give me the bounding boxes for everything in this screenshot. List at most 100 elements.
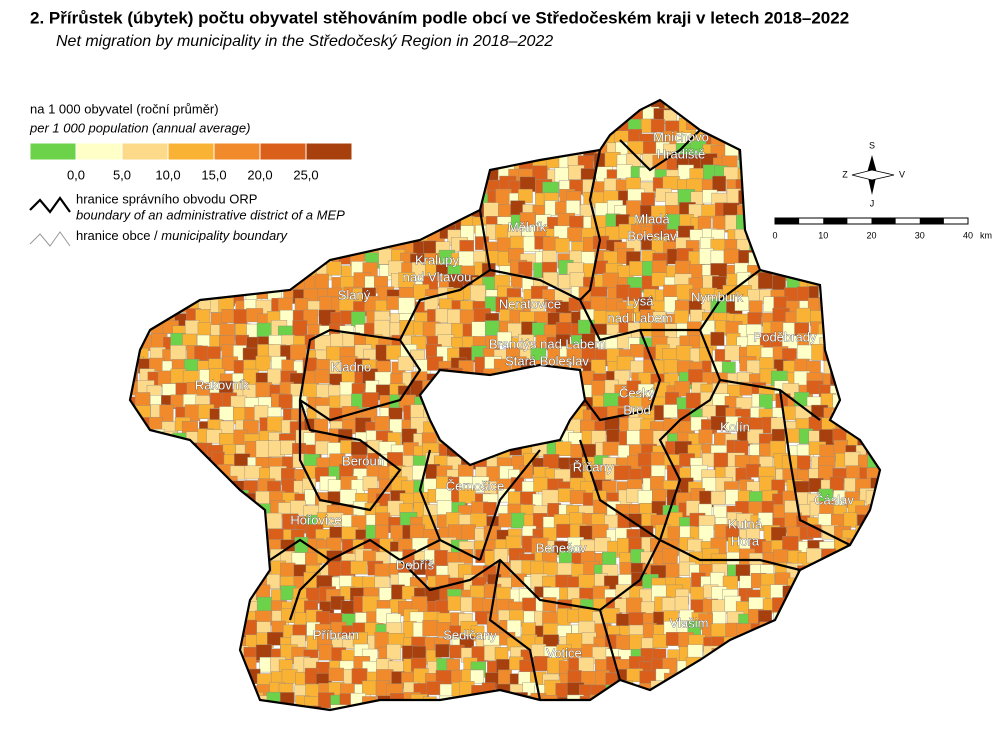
municipality: [278, 190, 294, 205]
municipality: [758, 708, 774, 710]
municipality: [847, 637, 864, 655]
district-label: nad Vltavou: [403, 269, 472, 284]
municipality: [819, 274, 836, 289]
municipality: [205, 695, 221, 710]
municipality: [519, 100, 538, 114]
municipality: [366, 193, 381, 209]
municipality: [242, 502, 259, 519]
municipality: [206, 709, 225, 710]
municipality: [820, 572, 836, 589]
municipality: [567, 128, 583, 144]
municipality: [328, 100, 342, 111]
legend: na 1 000 obyvatel (roční průměr) per 1 0…: [29, 101, 353, 247]
municipality: [290, 129, 307, 144]
municipality: [172, 440, 187, 455]
municipality: [881, 696, 897, 712]
municipality: [884, 228, 898, 245]
municipality: [569, 704, 583, 710]
municipality: [379, 169, 393, 187]
municipality: [461, 105, 479, 121]
municipality: [448, 382, 463, 399]
municipality: [171, 661, 187, 677]
municipality: [723, 166, 739, 182]
municipality: [386, 644, 402, 661]
municipality: [184, 549, 200, 566]
municipality: [473, 116, 492, 134]
municipality: [578, 118, 594, 133]
municipality: [809, 601, 826, 617]
municipality: [869, 108, 880, 126]
municipality: [583, 107, 599, 123]
municipality: [136, 673, 153, 688]
municipality: [398, 212, 413, 228]
municipality: [796, 264, 811, 281]
municipality: [460, 372, 477, 389]
municipality: [414, 180, 429, 198]
municipality: [712, 100, 727, 113]
municipality: [220, 501, 235, 516]
municipality: [854, 262, 871, 278]
municipality: [568, 100, 584, 113]
municipality: [763, 249, 778, 265]
municipality: [331, 108, 348, 125]
municipality: [374, 179, 389, 197]
municipality: [196, 647, 210, 664]
municipality: [221, 251, 237, 268]
municipality: [844, 253, 861, 268]
municipality: [495, 118, 510, 132]
compass-south: J: [870, 198, 875, 208]
municipality: [255, 355, 271, 372]
municipality: [136, 274, 154, 291]
orp-symbol: [29, 196, 71, 214]
municipality: [458, 100, 476, 110]
municipality: [173, 454, 190, 469]
municipality: [162, 659, 177, 674]
municipality: [473, 141, 489, 156]
municipality: [294, 536, 309, 555]
municipality: [281, 669, 298, 684]
municipality: [787, 248, 804, 265]
municipality: [820, 681, 836, 696]
municipality: [209, 648, 225, 663]
municipality: [331, 120, 347, 136]
municipality: [522, 405, 538, 420]
municipality: [363, 224, 377, 241]
municipality: [749, 704, 767, 710]
municipality: [759, 157, 777, 174]
municipality: [531, 406, 550, 422]
municipality: [810, 672, 826, 690]
municipality: [857, 572, 875, 586]
municipality: [278, 116, 294, 131]
municipality: [435, 421, 452, 435]
municipality: [183, 493, 198, 510]
municipality: [169, 668, 187, 685]
municipality: [626, 597, 643, 615]
municipality: [386, 296, 401, 310]
municipality: [281, 249, 298, 265]
municipality: [173, 469, 189, 484]
scale-segment: [775, 218, 800, 224]
municipality: [282, 180, 299, 198]
municipality: [307, 237, 322, 252]
municipality: [819, 261, 837, 277]
municipality: [378, 705, 394, 710]
municipality: [134, 489, 151, 505]
municipality: [722, 202, 740, 217]
municipality: [136, 539, 151, 556]
scale-tick: 0: [772, 230, 777, 240]
municipality: [208, 259, 225, 277]
municipality: [130, 418, 143, 436]
municipality: [447, 201, 464, 218]
municipality: [786, 168, 801, 186]
municipality: [482, 380, 500, 397]
municipality: [810, 645, 826, 660]
municipality: [846, 620, 862, 635]
municipality: [847, 373, 863, 390]
municipality: [199, 492, 217, 508]
municipality: [820, 157, 835, 174]
legend-break: 0,0: [67, 167, 85, 182]
municipality: [341, 228, 357, 246]
municipality: [855, 657, 873, 673]
municipality: [758, 201, 774, 218]
